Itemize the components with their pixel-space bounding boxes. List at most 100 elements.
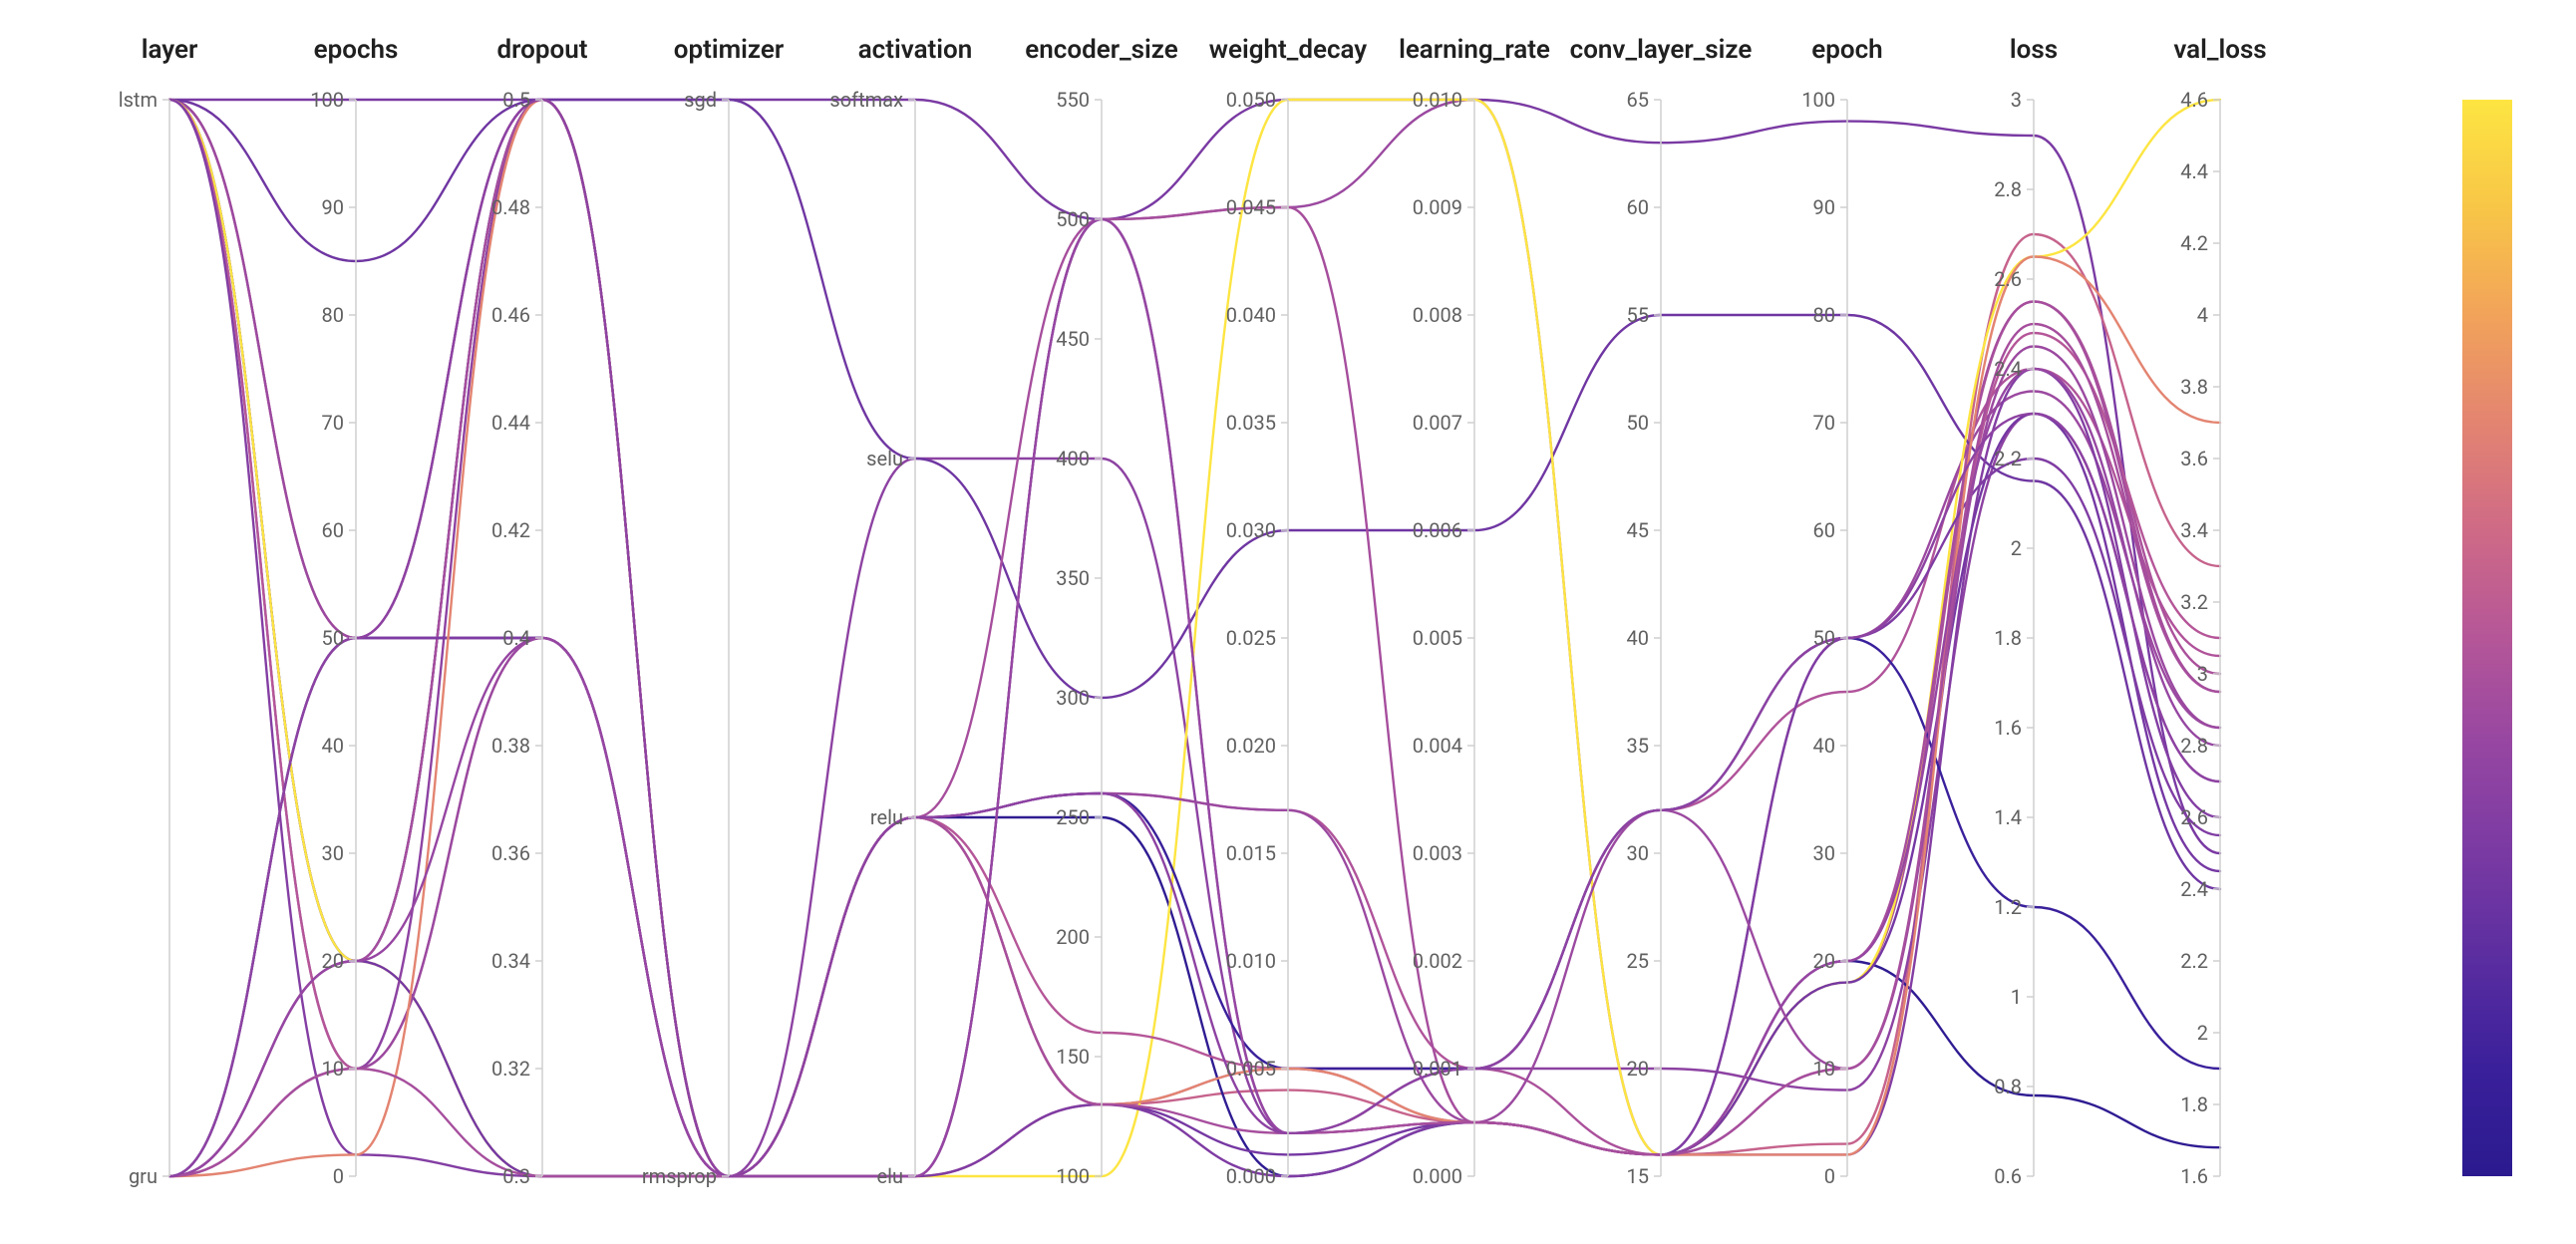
tick-label: 40: [322, 734, 344, 758]
tick-label: 2.8: [1994, 177, 2022, 201]
tick-label: 0: [333, 1164, 344, 1188]
tick-label: 3.8: [2180, 375, 2208, 399]
colorbar: [2462, 100, 2512, 1176]
tick-label: 20: [1627, 1057, 1649, 1081]
tick-label: 100: [310, 88, 344, 112]
axis-title: conv_layer_size: [1570, 35, 1753, 65]
tick-label: 100: [1801, 88, 1835, 112]
tick-label: 30: [322, 841, 344, 865]
tick-label: 2.8: [2180, 734, 2208, 758]
axis-title: learning_rate: [1399, 35, 1550, 65]
tick-label: 0.008: [1413, 303, 1462, 327]
tick-label: 90: [322, 195, 344, 219]
tick-label: 2.6: [1994, 267, 2022, 291]
tick-label: 0.002: [1413, 949, 1462, 973]
tick-label: 35: [1627, 734, 1649, 758]
tick-label: 3.6: [2180, 447, 2208, 470]
tick-label: 100: [1056, 1164, 1090, 1188]
tick-label: 0.48: [491, 195, 530, 219]
tick-label: 25: [1627, 949, 1649, 973]
tick-label: 30: [1627, 841, 1649, 865]
tick-label: 0.000: [1413, 1164, 1462, 1188]
tick-label: 0.38: [491, 734, 530, 758]
tick-label: 2.4: [2180, 877, 2208, 901]
axis-layer[interactable]: layer gru lstm: [119, 35, 198, 1188]
tick-label: 0.6: [1994, 1164, 2022, 1188]
tick-label: 1.4: [1994, 805, 2022, 829]
axis-title: epochs: [314, 35, 399, 65]
tick-label: 50: [1813, 626, 1835, 650]
tick-label: 0.010: [1226, 949, 1276, 973]
tick-label: 0.8: [1994, 1075, 2022, 1098]
tick-label: 20: [322, 949, 344, 973]
tick-label: 60: [1813, 518, 1835, 542]
tick-label: 500: [1056, 207, 1090, 231]
tick-label: 300: [1056, 686, 1090, 710]
tick-label: 0.040: [1226, 303, 1276, 327]
axis-title: optimizer: [674, 35, 785, 65]
tick-label: 2.4: [1994, 357, 2022, 381]
tick-label: 0.5: [502, 88, 530, 112]
axis-learning_rate[interactable]: learning_rate0.0000.0010.0020.0030.0040.…: [1399, 35, 1550, 1188]
axis-weight_decay[interactable]: weight_decay0.0000.0050.0100.0150.0200.0…: [1209, 35, 1368, 1188]
tick-label: 0.020: [1226, 734, 1276, 758]
tick-label: 0.010: [1413, 88, 1462, 112]
tick-label: sgd: [684, 88, 717, 112]
tick-label: 0.001: [1413, 1057, 1462, 1081]
axis-title: encoder_size: [1025, 35, 1177, 65]
tick-label: 80: [1813, 303, 1835, 327]
tick-label: 60: [322, 518, 344, 542]
series-group: [169, 100, 2220, 1176]
tick-label: 0.005: [1226, 1057, 1276, 1081]
axis-val_loss[interactable]: val_loss1.61.822.22.42.62.833.23.43.63.8…: [2173, 35, 2266, 1188]
tick-label: 0.030: [1226, 518, 1276, 542]
axis-conv_layer_size[interactable]: conv_layer_size1520253035404550556065: [1570, 35, 1753, 1188]
axis-title: weight_decay: [1209, 35, 1368, 65]
tick-label: 1.6: [1994, 716, 2022, 740]
tick-label: 70: [322, 411, 344, 435]
tick-label: 0.44: [491, 411, 530, 435]
tick-label: 90: [1813, 195, 1835, 219]
axis-title: activation: [858, 35, 973, 65]
tick-label: 80: [322, 303, 344, 327]
tick-label: relu: [870, 805, 903, 829]
series-line: [169, 324, 2220, 1176]
tick-label: 50: [1627, 411, 1649, 435]
tick-label: 30: [1813, 841, 1835, 865]
tick-label: gru: [129, 1164, 158, 1188]
tick-label: 0.000: [1226, 1164, 1276, 1188]
tick-label: 0: [1824, 1164, 1835, 1188]
axis-dropout[interactable]: dropout0.30.320.340.360.380.40.420.440.4…: [491, 35, 588, 1188]
tick-label: 1.8: [2180, 1092, 2208, 1116]
tick-label: 0.050: [1226, 88, 1276, 112]
axis-title: layer: [142, 35, 198, 65]
tick-label: 2: [2011, 536, 2022, 560]
tick-label: 1.8: [1994, 626, 2022, 650]
axis-loss[interactable]: loss0.60.811.21.41.61.822.22.42.62.83: [1994, 35, 2058, 1188]
tick-label: lstm: [119, 88, 158, 112]
tick-label: 0.009: [1413, 195, 1462, 219]
tick-label: 2.2: [1994, 447, 2022, 470]
tick-label: 0.003: [1413, 841, 1462, 865]
tick-label: 3.4: [2180, 518, 2208, 542]
tick-label: 4.4: [2180, 159, 2208, 183]
tick-label: elu: [877, 1164, 904, 1188]
tick-label: 40: [1627, 626, 1649, 650]
tick-label: 15: [1627, 1164, 1649, 1188]
tick-label: 0.006: [1413, 518, 1462, 542]
tick-label: 1: [2011, 985, 2022, 1009]
axis-title: val_loss: [2173, 35, 2266, 65]
tick-label: 50: [322, 626, 344, 650]
tick-label: 3.2: [2180, 590, 2208, 614]
axis-epoch[interactable]: epoch0102030405060708090100: [1801, 35, 1882, 1188]
tick-label: 2: [2197, 1021, 2208, 1045]
tick-label: 250: [1056, 805, 1090, 829]
axis-title: loss: [2010, 35, 2058, 65]
tick-label: 1.6: [2180, 1164, 2208, 1188]
tick-label: 10: [322, 1057, 344, 1081]
tick-label: 550: [1056, 88, 1090, 112]
tick-label: 450: [1056, 327, 1090, 351]
tick-label: 65: [1627, 88, 1649, 112]
axis-optimizer[interactable]: optimizerrmspropsgd: [642, 35, 785, 1188]
tick-label: 0.34: [491, 949, 530, 973]
